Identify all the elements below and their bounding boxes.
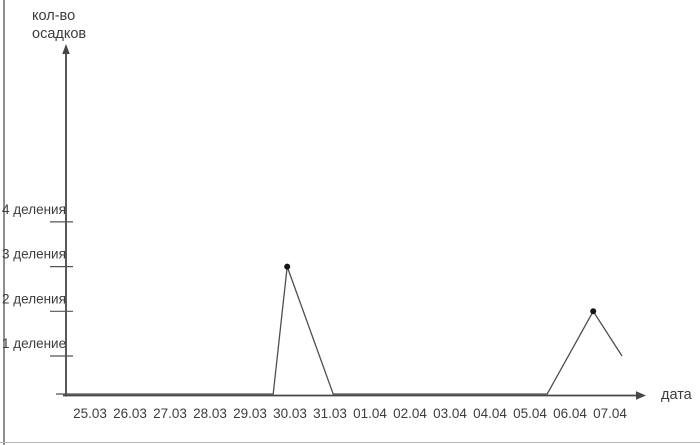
x-tick-label: 01.04	[353, 406, 387, 421]
x-tick-label: 04.04	[473, 406, 507, 421]
data-point-marker	[284, 263, 291, 270]
y-tick-label: 4 деления	[2, 202, 66, 217]
x-tick-label: 25.03	[73, 406, 107, 421]
page-left-border	[3, 0, 5, 445]
x-tick-label: 06.04	[553, 406, 587, 421]
x-tick-label: 26.03	[113, 406, 147, 421]
y-axis-arrow-icon	[62, 44, 70, 54]
y-tick-label: 1 деление	[2, 336, 66, 351]
x-tick-label: 03.04	[433, 406, 467, 421]
y-axis-title-line2: осадков	[32, 26, 87, 42]
y-tick-label: 2 деления	[2, 291, 66, 306]
y-axis-title-line1: кол-во	[32, 8, 76, 24]
precipitation-line	[56, 266, 623, 395]
y-tick-label: 3 деления	[2, 247, 66, 262]
x-tick-label: 31.03	[313, 406, 347, 421]
x-tick-label: 27.03	[153, 406, 187, 421]
x-axis-title: дата	[661, 387, 692, 403]
page-bottom-border	[0, 442, 700, 443]
x-tick-label: 28.03	[193, 406, 227, 421]
x-tick-label: 02.04	[393, 406, 427, 421]
y-axis-title: кол-во осадков	[32, 7, 86, 43]
data-point-marker	[590, 308, 597, 315]
x-tick-label: 30.03	[273, 406, 307, 421]
x-tick-label: 29.03	[233, 406, 267, 421]
x-axis-arrow-icon	[636, 391, 646, 400]
x-tick-label: 05.04	[513, 406, 547, 421]
x-tick-label: 07.04	[593, 406, 627, 421]
